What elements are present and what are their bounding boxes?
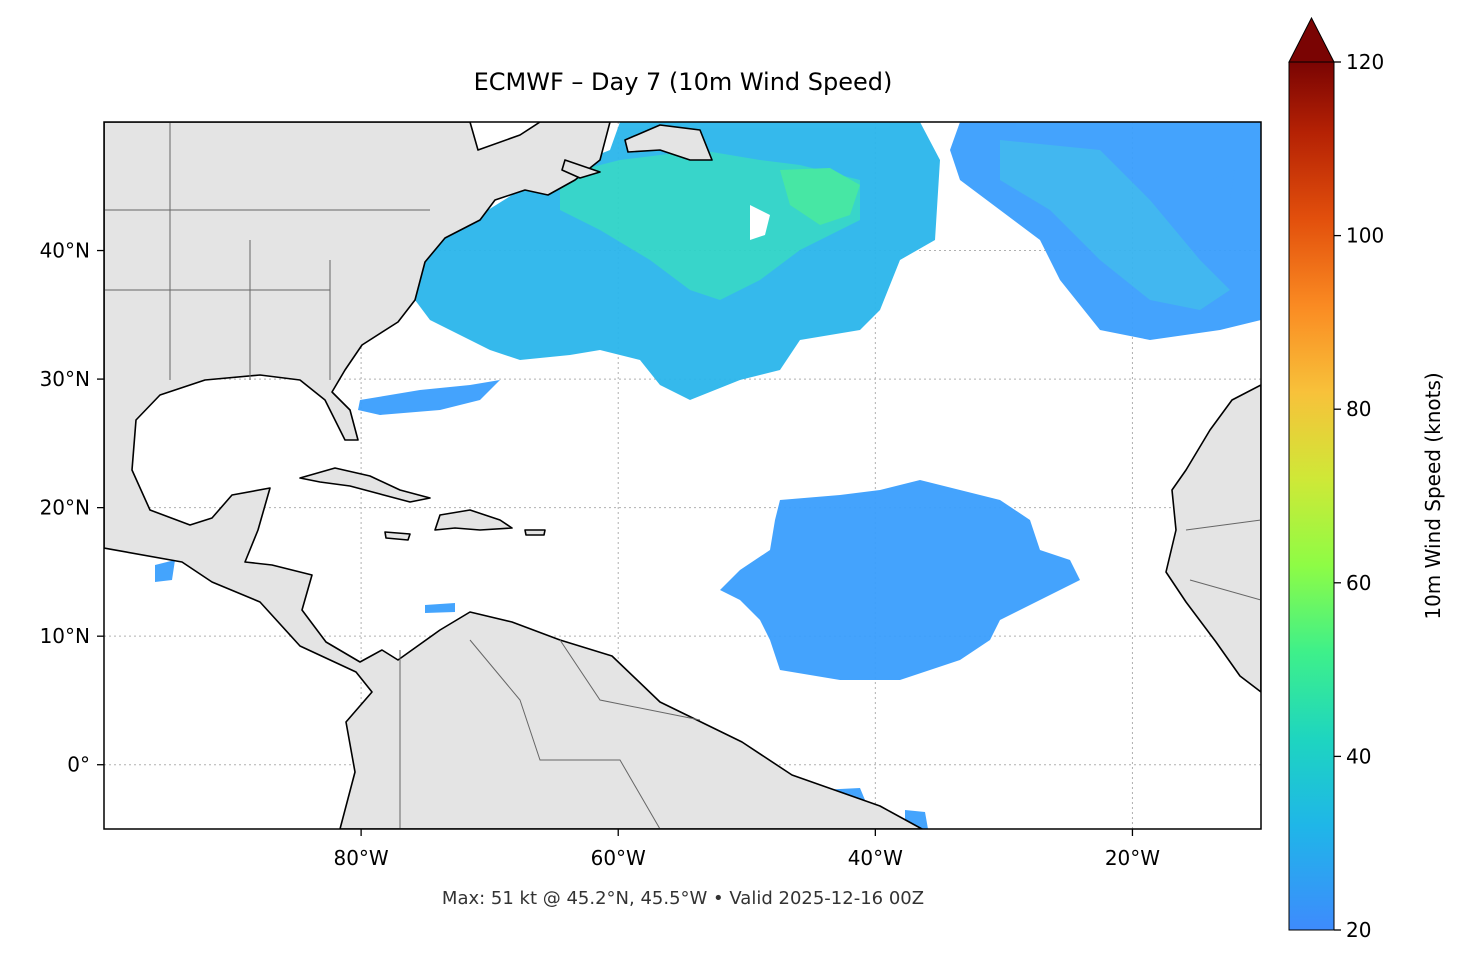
colorbar-tick-label: 20 bbox=[1346, 918, 1371, 942]
colorbar-tick-label: 60 bbox=[1346, 571, 1371, 595]
colorbar-tick-label: 120 bbox=[1346, 50, 1384, 74]
land bbox=[104, 122, 1261, 829]
wind-field bbox=[155, 122, 1261, 829]
x-tick-label: 20°W bbox=[1105, 846, 1160, 870]
map-title: ECMWF – Day 7 (10m Wind Speed) bbox=[474, 68, 893, 96]
x-tick-label: 60°W bbox=[591, 846, 646, 870]
map-area bbox=[104, 122, 1261, 829]
colorbar-tick-label: 40 bbox=[1346, 744, 1371, 768]
colorbar-label: 10m Wind Speed (knots) bbox=[1421, 372, 1445, 619]
y-tick-label: 30°N bbox=[40, 367, 90, 391]
y-tick-label: 40°N bbox=[40, 239, 90, 263]
colorbar-tick-label: 80 bbox=[1346, 397, 1371, 421]
x-tick-label: 40°W bbox=[848, 846, 903, 870]
x-tick-label: 80°W bbox=[333, 846, 388, 870]
footer-note: Max: 51 kt @ 45.2°N, 45.5°W • Valid 2025… bbox=[442, 888, 924, 909]
y-tick-label: 0° bbox=[67, 753, 90, 777]
map-frame bbox=[103, 121, 1262, 830]
colorbar: 10m Wind Speed (knots) 20 40 60 80 100 120 bbox=[1288, 16, 1445, 942]
y-tick-label: 20°N bbox=[40, 496, 90, 520]
y-tick-label: 10°N bbox=[40, 624, 90, 648]
colorbar-tick-label: 100 bbox=[1346, 224, 1384, 248]
